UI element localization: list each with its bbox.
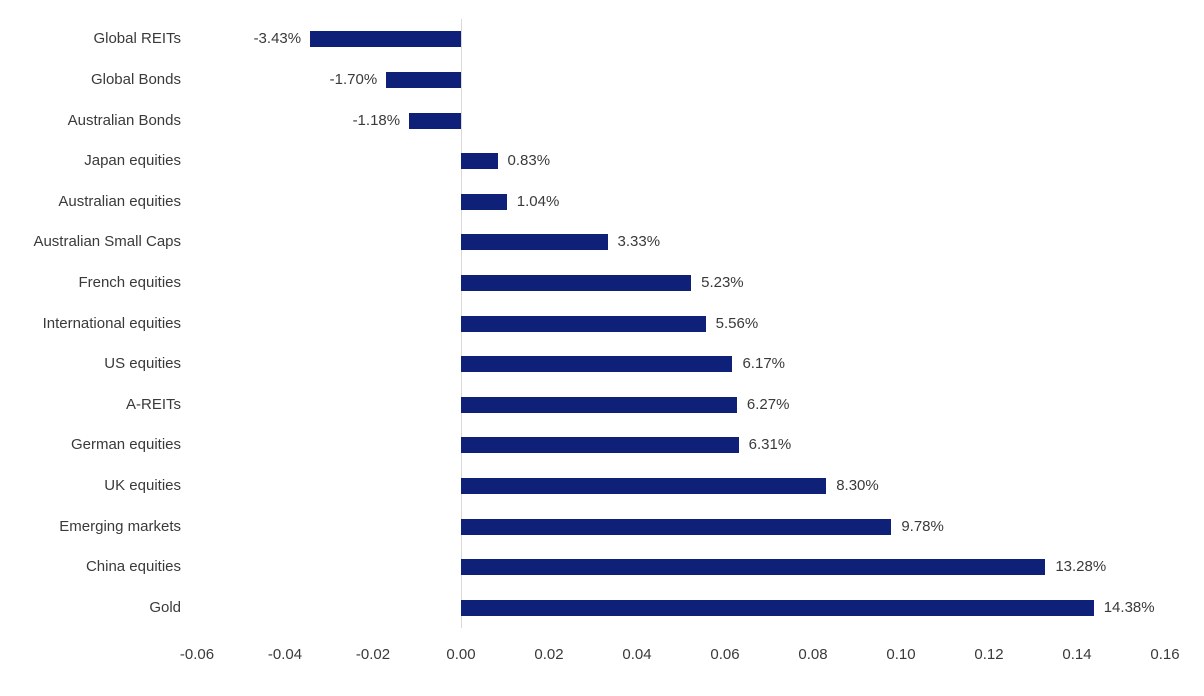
bar xyxy=(461,234,608,251)
category-label: Gold xyxy=(149,598,181,616)
value-label: -3.43% xyxy=(253,30,302,48)
category-label: A-REITs xyxy=(125,395,181,413)
x-tick-label: -0.04 xyxy=(267,646,303,663)
value-label: 6.27% xyxy=(746,395,790,413)
value-label: 9.78% xyxy=(901,517,944,535)
x-tick-label: 0.00 xyxy=(446,646,476,663)
value-label: -1.18% xyxy=(352,111,401,129)
category-label: UK equities xyxy=(104,476,181,494)
bar xyxy=(461,437,739,454)
value-label: 14.38% xyxy=(1103,598,1155,616)
bar xyxy=(461,477,827,494)
x-tick-label: 0.02 xyxy=(534,646,564,663)
value-label: 0.83% xyxy=(507,152,551,170)
category-label: Global REITs xyxy=(93,30,181,48)
bar xyxy=(310,31,461,48)
category-label: US equities xyxy=(104,355,181,373)
value-label: -1.70% xyxy=(329,70,378,88)
category-label: Japan equities xyxy=(84,152,181,170)
category-label: Australian Bonds xyxy=(67,111,181,129)
bar xyxy=(461,599,1094,616)
value-label: 13.28% xyxy=(1055,558,1107,576)
category-label: Australian Small Caps xyxy=(33,233,181,251)
bar xyxy=(461,518,892,535)
category-label: China equities xyxy=(85,558,181,576)
x-tick-label: 0.14 xyxy=(1062,646,1092,663)
bar xyxy=(461,559,1046,576)
bar xyxy=(461,356,733,373)
category-label: Australian equities xyxy=(58,192,181,210)
category-label: Emerging markets xyxy=(59,517,181,535)
x-tick-label: -0.06 xyxy=(179,646,215,663)
bar xyxy=(461,193,507,210)
x-tick-label: 0.08 xyxy=(798,646,828,663)
value-label: 3.33% xyxy=(617,233,661,251)
x-tick-label: 0.04 xyxy=(622,646,652,663)
value-label: 6.31% xyxy=(748,436,792,454)
value-label: 8.30% xyxy=(836,476,879,494)
bar xyxy=(386,71,461,88)
x-tick-label: -0.02 xyxy=(355,646,391,663)
category-label: French equities xyxy=(78,273,181,291)
x-tick-label: 0.06 xyxy=(710,646,740,663)
bar xyxy=(461,274,692,291)
x-tick-label: 0.12 xyxy=(974,646,1004,663)
bar xyxy=(409,112,461,129)
bar xyxy=(461,396,737,413)
category-label: International equities xyxy=(42,314,181,332)
value-label: 6.17% xyxy=(742,355,786,373)
value-label: 5.56% xyxy=(715,314,759,332)
value-label: 5.23% xyxy=(701,273,744,291)
bar xyxy=(461,315,706,332)
category-label: Global Bonds xyxy=(90,70,181,88)
value-label: 1.04% xyxy=(516,192,560,210)
category-label: German equities xyxy=(70,436,181,454)
x-tick-label: 0.16 xyxy=(1150,646,1180,663)
bar xyxy=(461,153,498,170)
x-tick-label: 0.10 xyxy=(886,646,916,663)
